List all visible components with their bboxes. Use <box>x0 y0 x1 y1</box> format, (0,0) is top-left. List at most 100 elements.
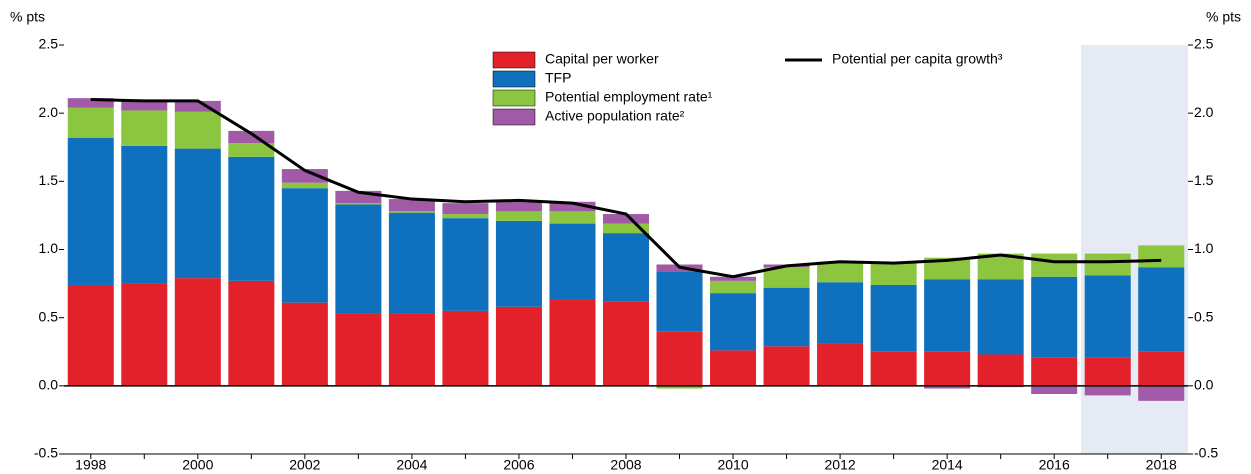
y2-tick-label: 1.5 <box>1194 172 1214 188</box>
legend-swatch <box>492 51 536 69</box>
bar-segment <box>763 267 810 288</box>
bar-segment <box>1138 267 1185 352</box>
x-tick-label: 2008 <box>610 457 641 473</box>
bar-segment <box>763 346 810 386</box>
x-tick-label: 2010 <box>717 457 748 473</box>
x-tick-label: 2004 <box>396 457 427 473</box>
bar-segment <box>1084 275 1131 358</box>
bar-segment <box>710 293 757 351</box>
legend-label: Active population rate² <box>545 108 685 124</box>
bar-segment <box>67 284 114 386</box>
bar-segment <box>1031 276 1078 358</box>
bar-segment <box>602 233 650 302</box>
x-tick-label: 2006 <box>503 457 534 473</box>
y2-tick-label: 1.0 <box>1194 240 1214 256</box>
x-tick-label: 2000 <box>182 457 213 473</box>
bar-segment <box>1138 245 1185 268</box>
bar-segment <box>763 287 810 347</box>
legend-label: Potential per capita growth³ <box>832 51 1003 67</box>
bar-segment <box>174 111 221 149</box>
bar-segment <box>549 299 596 386</box>
legend-label: TFP <box>545 70 571 86</box>
bar-segment <box>281 302 328 386</box>
bar-segment <box>228 280 275 386</box>
bar-segment <box>1031 385 1078 395</box>
bar-segment <box>1138 351 1185 386</box>
bar-segment <box>710 280 757 294</box>
x-tick-label: 2016 <box>1039 457 1070 473</box>
y-tick-label: 1.0 <box>39 240 59 256</box>
bar-segment <box>228 143 275 157</box>
bar-segment <box>602 214 650 224</box>
y-tick-label: 0.5 <box>39 308 59 324</box>
bar-segment <box>121 100 168 111</box>
bar-segment <box>1031 357 1078 386</box>
legend-swatch <box>492 89 536 107</box>
bar-segment <box>710 350 757 386</box>
bar-segment <box>602 301 650 386</box>
bar-segment <box>924 257 971 280</box>
y-tick-label: -0.5 <box>34 445 58 461</box>
bar-segment <box>817 282 864 344</box>
legend-swatch <box>492 108 536 126</box>
bar-segment <box>121 283 168 386</box>
bar-segment <box>388 199 435 212</box>
bar-segment <box>442 214 489 219</box>
bar-segment <box>442 203 489 215</box>
bar-segment <box>817 261 864 283</box>
y2-tick-label: 0.5 <box>1194 308 1214 324</box>
x-tick-label: 2012 <box>825 457 856 473</box>
bar-segment <box>335 203 382 205</box>
bar-segment <box>335 204 382 314</box>
bar-segment <box>549 211 596 224</box>
bar-segment <box>495 220 542 307</box>
y-tick-label: 1.5 <box>39 172 59 188</box>
y2-axis-label: % pts <box>1206 9 1241 25</box>
bar-segment <box>656 385 703 389</box>
bar-segment <box>870 284 917 352</box>
bar-segment <box>549 201 596 212</box>
bar-segment <box>442 218 489 311</box>
y-tick-label: 2.0 <box>39 104 59 120</box>
bar-segment <box>549 223 596 300</box>
y2-tick-label: 0.0 <box>1194 377 1214 393</box>
bar-segment <box>495 200 542 212</box>
bar-segment <box>388 211 435 213</box>
bar-segment <box>495 306 542 386</box>
bar-segment <box>281 169 328 183</box>
y2-tick-label: 2.5 <box>1194 36 1214 52</box>
bar-segment <box>121 110 168 146</box>
bar-segment <box>174 148 221 279</box>
bar-segment <box>1084 385 1131 396</box>
bar-segment <box>1084 357 1131 386</box>
legend-label: Potential employment rate¹ <box>545 89 713 105</box>
x-tick-label: 2014 <box>932 457 963 473</box>
line <box>90 98 1162 279</box>
bar-segment <box>442 310 489 386</box>
bar-segment <box>1138 385 1185 401</box>
bar-segment <box>924 351 971 386</box>
bar-segment <box>870 263 917 285</box>
bar-segment <box>495 211 542 221</box>
bar-segment <box>281 188 328 303</box>
y-tick-label: 2.5 <box>39 36 59 52</box>
y-axis-label: % pts <box>10 9 45 25</box>
y2-tick-label: 2.0 <box>1194 104 1214 120</box>
bar-segment <box>924 385 971 389</box>
y2-tick-label: -0.5 <box>1194 445 1218 461</box>
legend-swatch <box>492 70 536 88</box>
bar-segment <box>870 351 917 386</box>
bar-segment <box>281 182 328 189</box>
bar-segment <box>602 223 650 234</box>
bar-segment <box>67 98 114 108</box>
legend-label: Capital per worker <box>545 51 659 67</box>
bar-segment <box>656 271 703 332</box>
bar-segment <box>67 137 114 285</box>
bar-segment <box>710 276 757 281</box>
x-tick-label: 2002 <box>289 457 320 473</box>
bar-segment <box>335 313 382 386</box>
bar-segment <box>121 145 168 284</box>
bar-segment <box>388 313 435 386</box>
y-tick-label: 0.0 <box>39 377 59 393</box>
